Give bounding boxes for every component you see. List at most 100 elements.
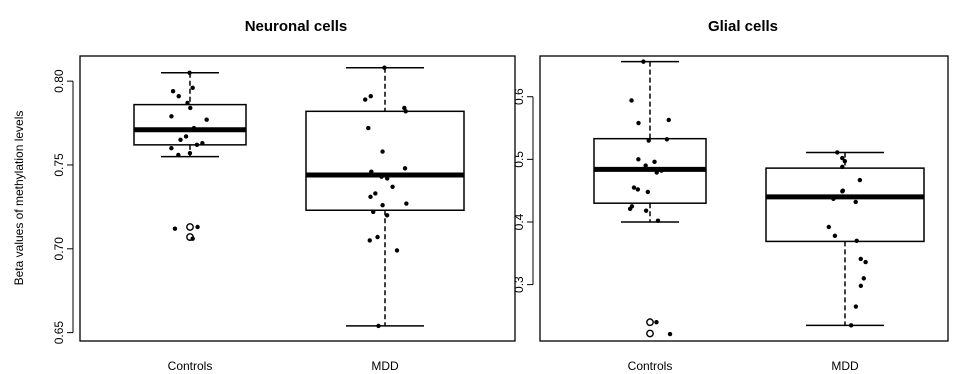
data-point: [369, 169, 374, 174]
y-tick-label: 0.70: [52, 237, 66, 261]
data-point: [170, 89, 176, 94]
data-point: [641, 59, 646, 64]
data-point: [204, 117, 209, 122]
data-point: [858, 283, 864, 289]
data-point: [652, 159, 657, 165]
data-point: [187, 151, 193, 156]
data-point: [188, 105, 193, 111]
data-point: [385, 176, 390, 181]
data-point: [858, 256, 863, 262]
data-point: [848, 323, 854, 328]
data-point: [187, 70, 192, 75]
panel-neuronal-xtick-mdd: MDD: [371, 359, 399, 373]
data-point: [176, 94, 181, 99]
data-point: [863, 259, 868, 265]
data-point: [854, 238, 859, 243]
data-point: [857, 177, 863, 183]
panel-glial-xtick-controls: Controls: [628, 359, 673, 373]
panel-neuronal-y-axis: 0.65 0.70 0.75 0.80: [52, 69, 74, 345]
y-tick-label: 0.75: [52, 153, 66, 177]
data-point: [200, 140, 205, 146]
data-point: [853, 304, 859, 309]
panel-glial: Glial cells 0.3 0.4 0.5 0.6 Controls MDD: [512, 18, 949, 373]
data-point: [659, 168, 664, 173]
data-point: [368, 194, 373, 200]
data-point: [176, 152, 181, 158]
panel-glial-title: Glial cells: [708, 18, 778, 35]
data-point: [842, 159, 848, 164]
y-tick-label: 0.5: [512, 151, 526, 168]
panel-glial-frame: [539, 55, 949, 342]
panel-neuronal-frame: [79, 55, 516, 342]
data-point: [363, 97, 368, 102]
data-point: [654, 170, 659, 175]
panel-glial-points: [627, 59, 868, 337]
data-point: [379, 174, 384, 179]
outlier-marker: [186, 223, 194, 231]
data-point: [169, 146, 174, 151]
data-point: [861, 276, 866, 281]
data-point: [404, 201, 409, 206]
data-point: [367, 238, 372, 243]
data-point: [831, 196, 836, 202]
panel-neuronal-xtick-controls: Controls: [168, 359, 213, 373]
data-point: [654, 320, 659, 325]
data-point: [832, 233, 838, 238]
data-point: [183, 134, 189, 139]
data-point: [394, 248, 400, 253]
y-tick-label: 0.6: [512, 88, 526, 105]
y-tick-label: 0.4: [512, 213, 526, 230]
data-point: [635, 187, 641, 192]
data-point: [390, 184, 395, 189]
data-point: [384, 213, 390, 218]
panel-neuronal-title: Neuronal cells: [245, 18, 348, 35]
data-point: [840, 164, 845, 170]
data-point: [375, 234, 380, 240]
data-point: [853, 199, 858, 205]
y-tick-label: 0.80: [52, 69, 66, 93]
data-point: [403, 109, 408, 114]
data-point: [840, 189, 845, 194]
data-point: [627, 206, 633, 212]
data-point: [402, 105, 407, 111]
data-point: [631, 185, 637, 190]
y-tick-label: 0.3: [512, 276, 526, 293]
data-point: [643, 208, 649, 213]
data-point: [190, 236, 195, 241]
data-point: [376, 323, 381, 329]
data-point: [366, 125, 371, 131]
data-point: [667, 331, 673, 337]
data-point: [373, 191, 378, 196]
panel-neuronal-ylabel: Beta values of methylation levels: [12, 111, 26, 286]
data-point: [629, 98, 634, 103]
data-point: [840, 155, 845, 161]
panel-neuronal-points: [169, 65, 409, 329]
box-iqr: [765, 167, 925, 243]
data-point: [382, 65, 387, 70]
panel-neuronal: Neuronal cells Beta values of methylatio…: [12, 18, 516, 373]
data-point: [195, 224, 200, 230]
panel-glial-boxes: [593, 60, 925, 338]
data-point: [169, 114, 174, 119]
data-point: [371, 209, 376, 215]
data-point: [191, 125, 197, 131]
panel-glial-y-axis: 0.3 0.4 0.5 0.6: [512, 88, 534, 293]
box-iqr: [133, 103, 247, 146]
outlier-marker: [646, 329, 654, 338]
box-iqr: [305, 110, 465, 211]
data-point: [664, 137, 670, 142]
y-tick-label: 0.65: [52, 321, 66, 345]
data-point: [643, 163, 648, 168]
data-point: [190, 85, 195, 91]
data-point: [835, 150, 840, 155]
outlier-marker: [646, 318, 654, 327]
data-point: [826, 224, 832, 230]
data-point: [655, 218, 661, 223]
data-point: [636, 157, 641, 162]
data-point: [185, 100, 190, 106]
data-point: [172, 226, 178, 231]
data-point: [368, 94, 373, 99]
data-point: [646, 138, 651, 143]
panel-glial-xtick-mdd: MDD: [831, 359, 859, 373]
